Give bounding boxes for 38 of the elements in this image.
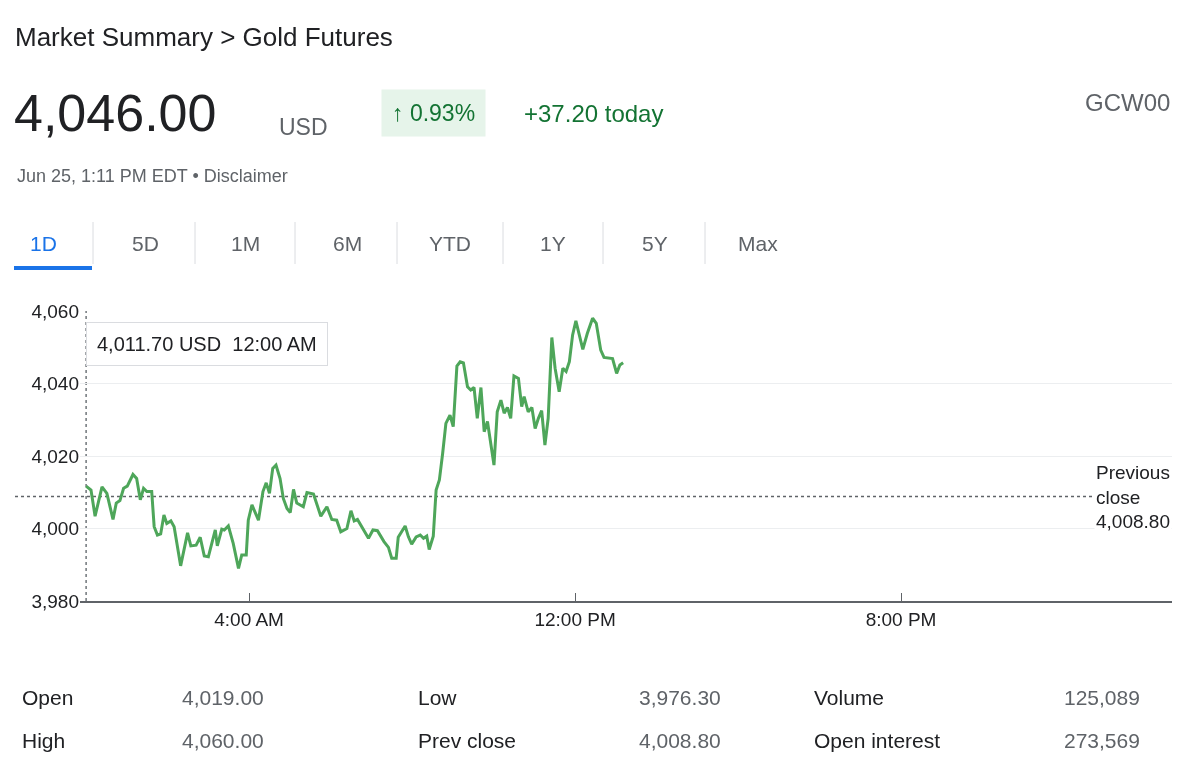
x-tick-label: 4:00 AM — [214, 608, 284, 630]
text: 1D — [30, 232, 57, 255]
text: Max — [738, 232, 779, 255]
text: GCW00 — [1085, 89, 1171, 116]
x-tick-label: 8:00 PM — [865, 608, 937, 630]
y-tick-label: 4,000 — [31, 518, 79, 540]
text: 273,569 — [1064, 729, 1140, 752]
chart-title: Market Summary > Gold Futures — [15, 22, 393, 53]
ref-line-label: Previous close 4,008.80 — [1096, 462, 1170, 533]
y-tick-label: 4,020 — [31, 445, 79, 467]
text: 5Y — [642, 232, 668, 255]
text: 5D — [132, 232, 159, 255]
line-series — [84, 316, 625, 570]
x-tick-label: 12:00 PM — [534, 608, 616, 630]
text: +37.20 today — [524, 100, 664, 127]
text: ↑ 0.93% — [392, 100, 476, 126]
text: USD — [279, 114, 328, 140]
text: 1M — [231, 232, 261, 255]
text: 6M — [333, 232, 363, 255]
y-tick-label: 4,060 — [31, 300, 79, 322]
text: Jun 25, 1:11 PM EDT • Disclaimer — [17, 166, 288, 186]
text: Low — [418, 686, 458, 709]
text: 4,060.00 — [182, 729, 264, 752]
y-tick-label: 3,980 — [31, 590, 79, 612]
text: Prev close — [418, 729, 517, 752]
text: YTD — [429, 232, 471, 255]
text: 3,976.30 — [639, 686, 721, 709]
text: Open — [22, 686, 74, 709]
annotation: 4,011.70 USD 12:00 AM — [97, 333, 317, 355]
text: 125,089 — [1064, 686, 1140, 709]
text: 4,019.00 — [182, 686, 264, 709]
y-tick-label: 4,040 — [31, 373, 79, 395]
text: High — [22, 729, 66, 752]
text: 1Y — [540, 232, 566, 255]
text: 4,008.80 — [639, 729, 721, 752]
text: 4,046.00 — [14, 84, 217, 142]
text: Open interest — [814, 729, 941, 752]
text: Volume — [814, 686, 885, 709]
